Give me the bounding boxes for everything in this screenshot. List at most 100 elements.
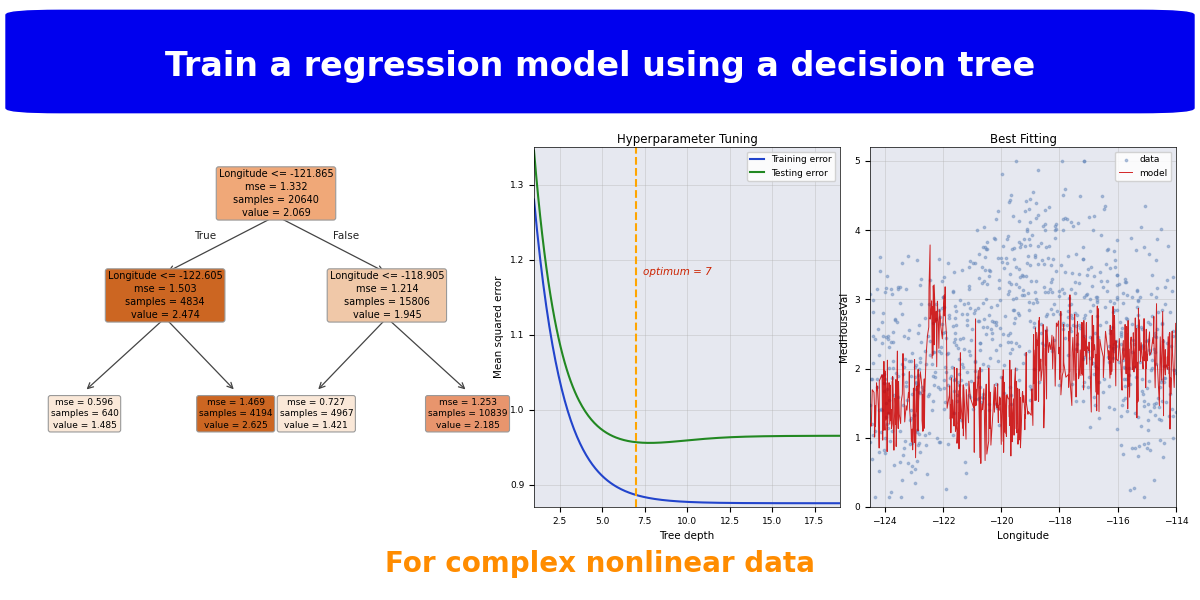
data — [888, 392, 907, 401]
data — [1129, 441, 1148, 451]
data — [1075, 292, 1094, 302]
data — [1043, 343, 1062, 352]
data — [1128, 310, 1147, 320]
data — [912, 382, 931, 391]
data — [991, 254, 1010, 263]
data — [1001, 328, 1020, 338]
data — [929, 305, 948, 314]
data — [1055, 288, 1074, 298]
data — [881, 436, 900, 446]
data — [948, 343, 967, 353]
data — [1061, 310, 1080, 320]
data — [886, 315, 905, 325]
data — [1103, 307, 1122, 317]
data — [1114, 395, 1133, 404]
data — [906, 377, 925, 387]
data — [960, 303, 979, 313]
data — [882, 373, 901, 383]
data — [1021, 260, 1040, 270]
data — [944, 302, 964, 311]
data — [905, 373, 924, 382]
data — [1004, 313, 1024, 323]
data — [1000, 277, 1019, 287]
data — [934, 292, 953, 302]
Text: Longitude <= -118.905
mse = 1.214
samples = 15806
value = 1.945: Longitude <= -118.905 mse = 1.214 sample… — [330, 271, 444, 320]
data — [1042, 277, 1061, 287]
data — [968, 394, 988, 404]
data — [1007, 293, 1026, 302]
data — [1074, 381, 1093, 391]
data — [964, 404, 983, 414]
data — [959, 298, 978, 308]
data — [950, 295, 970, 305]
data — [971, 338, 990, 348]
data — [907, 427, 926, 437]
data — [1007, 280, 1026, 289]
model — [916, 428, 930, 435]
Text: True: True — [194, 231, 216, 241]
data — [880, 342, 899, 352]
data — [918, 332, 937, 341]
data — [1001, 191, 1020, 200]
data — [944, 375, 964, 385]
data — [1153, 319, 1172, 328]
data — [863, 374, 882, 384]
data — [1150, 403, 1169, 412]
data — [979, 400, 998, 409]
data — [1146, 410, 1165, 420]
data — [961, 350, 980, 360]
data — [1162, 404, 1181, 413]
data — [1018, 224, 1037, 233]
data — [1026, 287, 1045, 296]
data — [1105, 255, 1124, 265]
data — [880, 395, 899, 405]
data — [905, 362, 924, 372]
data — [990, 323, 1009, 333]
data — [994, 241, 1013, 251]
data — [1021, 276, 1040, 286]
data — [986, 345, 1006, 355]
data — [988, 206, 1007, 216]
data — [1001, 399, 1020, 409]
data — [943, 287, 962, 296]
data — [1085, 400, 1104, 410]
data — [1024, 298, 1043, 307]
data — [986, 399, 1006, 409]
data — [1046, 266, 1066, 276]
data — [889, 371, 908, 380]
data — [1156, 283, 1175, 292]
data — [952, 375, 971, 385]
data — [1062, 218, 1081, 227]
data — [958, 316, 977, 325]
data — [1156, 374, 1175, 383]
data — [901, 356, 920, 366]
model — [1003, 452, 1018, 460]
data — [973, 392, 992, 402]
data — [1000, 287, 1019, 296]
data — [1054, 318, 1073, 328]
data — [1160, 389, 1180, 399]
data — [978, 237, 997, 247]
data — [912, 492, 931, 502]
data — [924, 371, 943, 380]
data — [1104, 305, 1123, 315]
data — [1018, 251, 1037, 260]
data — [1134, 242, 1153, 251]
data — [1163, 326, 1182, 336]
data — [1074, 242, 1093, 252]
data — [943, 321, 962, 331]
data — [966, 356, 985, 365]
data — [1133, 324, 1152, 334]
data — [1136, 336, 1156, 346]
data — [868, 374, 887, 383]
data — [1038, 253, 1057, 263]
data — [1139, 415, 1158, 425]
Line: Training error: Training error — [534, 199, 840, 503]
data — [942, 362, 961, 372]
data — [1039, 287, 1058, 296]
data — [1132, 421, 1151, 431]
data — [1151, 224, 1170, 234]
Training error — [833, 500, 847, 507]
data — [1020, 381, 1039, 391]
data — [1094, 374, 1114, 384]
